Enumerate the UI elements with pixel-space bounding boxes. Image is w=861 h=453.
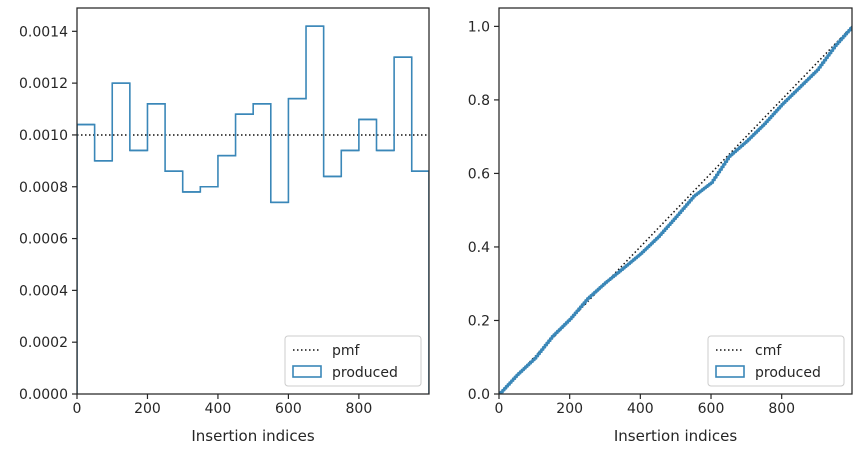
x-axis-label: Insertion indices	[614, 427, 737, 445]
y-tick-label: 0.0014	[19, 24, 68, 40]
y-tick-label: 0.8	[468, 93, 490, 109]
cumulative-point-6	[604, 281, 606, 284]
x-tick-label: 800	[768, 401, 795, 417]
cumulative-point-5	[586, 297, 589, 300]
x-tick-label: 0	[73, 401, 82, 417]
cumulative-point-4	[568, 318, 571, 320]
plot-area	[499, 25, 852, 394]
y-tick-label: 0.0008	[19, 180, 68, 196]
y-tick-label: 0.4	[468, 240, 490, 256]
cumulative-point-1	[515, 373, 518, 376]
x-axis-label: Insertion indices	[191, 427, 314, 445]
legend-box	[707, 335, 845, 387]
legend-cmf-label: cmf	[755, 343, 782, 359]
legend-box	[284, 335, 422, 387]
legend: pmf produced	[284, 335, 422, 387]
legend-produced-label: produced	[755, 365, 821, 381]
x-tick-label: 400	[627, 401, 654, 417]
cumulative-point-7	[621, 267, 624, 270]
cumulative-point-2	[533, 357, 536, 360]
y-tick-label: 0.0004	[19, 283, 68, 299]
legend: cmf produced	[707, 335, 845, 387]
cumulative-point-3	[551, 335, 553, 338]
x-tick-label: 600	[698, 401, 725, 417]
y-tick-label: 1.0	[468, 19, 490, 35]
cumulative-point-13	[727, 155, 730, 158]
cumulative-point-16	[780, 103, 783, 106]
produced-histogram	[77, 25, 429, 394]
cumulative-point-10	[674, 215, 677, 218]
legend-produced-swatch	[715, 365, 745, 378]
cumulative-point-15	[763, 122, 765, 125]
cumulative-point-17	[798, 86, 801, 88]
cmf-panel: 0 200 400 600 800 0.0 0.2 0.4 0.6 0.8 1.0 Insertion…	[468, 7, 853, 445]
y-tick-label: 0.0010	[19, 128, 68, 144]
x-tick-label: 200	[556, 401, 583, 417]
legend-produced-swatch	[292, 365, 322, 378]
x-tick-label: 0	[495, 401, 504, 417]
y-tick-label: 0.6	[468, 166, 490, 182]
cumulative-point-19	[833, 44, 836, 47]
y-tick-label: 0.2	[468, 313, 490, 329]
cumulative-point-11	[692, 195, 695, 198]
x-tick-label: 600	[275, 401, 302, 417]
y-tick-label: 0.0012	[19, 76, 68, 92]
y-tick-label: 0.0	[468, 387, 490, 403]
x-tick-label: 200	[134, 401, 161, 417]
axes-frame	[498, 7, 853, 395]
legend-produced-label: produced	[332, 365, 398, 381]
cumulative-point-9	[657, 235, 659, 238]
legend-pmf-label: pmf	[332, 343, 361, 359]
y-tick-label: 0.0000	[19, 387, 68, 403]
cumulative-point-8	[639, 252, 642, 255]
y-tick-label: 0.0006	[19, 232, 68, 248]
x-tick-label: 800	[346, 401, 373, 417]
axes-frame	[76, 7, 430, 395]
cumulative-point-18	[816, 68, 818, 71]
x-tick-label: 400	[205, 401, 232, 417]
pmf-panel: 0 200 400 600 800 0.0000 0.0002 0.0004 0.0006 0.0…	[19, 7, 430, 445]
cumulative-point-12	[710, 181, 712, 184]
cumulative-point-14	[745, 140, 748, 142]
plot-area	[77, 25, 429, 394]
y-tick-label: 0.0002	[19, 335, 68, 351]
